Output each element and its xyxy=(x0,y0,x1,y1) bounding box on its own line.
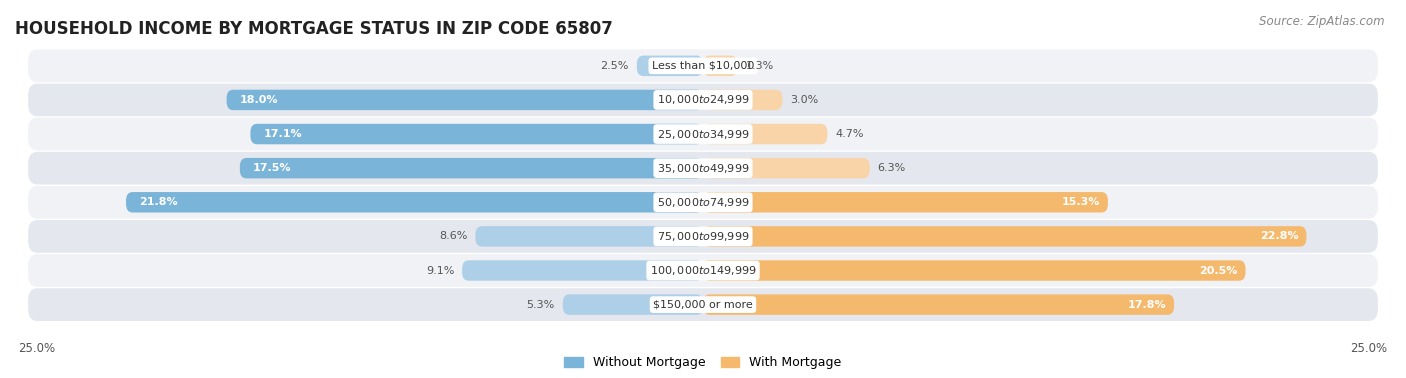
Text: HOUSEHOLD INCOME BY MORTGAGE STATUS IN ZIP CODE 65807: HOUSEHOLD INCOME BY MORTGAGE STATUS IN Z… xyxy=(14,20,613,38)
Text: $35,000 to $49,999: $35,000 to $49,999 xyxy=(657,162,749,175)
Text: $150,000 or more: $150,000 or more xyxy=(654,300,752,310)
FancyBboxPatch shape xyxy=(562,294,703,315)
Legend: Without Mortgage, With Mortgage: Without Mortgage, With Mortgage xyxy=(564,356,842,369)
FancyBboxPatch shape xyxy=(127,192,703,212)
Text: 22.8%: 22.8% xyxy=(1260,231,1299,242)
Text: 25.0%: 25.0% xyxy=(1351,342,1388,355)
Text: 5.3%: 5.3% xyxy=(526,300,555,310)
FancyBboxPatch shape xyxy=(226,90,703,110)
Text: $75,000 to $99,999: $75,000 to $99,999 xyxy=(657,230,749,243)
Text: 1.3%: 1.3% xyxy=(745,61,773,71)
Text: $10,000 to $24,999: $10,000 to $24,999 xyxy=(657,93,749,107)
Text: 9.1%: 9.1% xyxy=(426,265,454,276)
Text: 2.5%: 2.5% xyxy=(600,61,628,71)
FancyBboxPatch shape xyxy=(637,56,703,76)
FancyBboxPatch shape xyxy=(703,294,1174,315)
FancyBboxPatch shape xyxy=(28,186,1378,218)
FancyBboxPatch shape xyxy=(28,152,1378,184)
Text: 20.5%: 20.5% xyxy=(1199,265,1237,276)
FancyBboxPatch shape xyxy=(28,254,1378,287)
Text: 21.8%: 21.8% xyxy=(139,197,179,207)
FancyBboxPatch shape xyxy=(240,158,703,178)
Text: 17.8%: 17.8% xyxy=(1128,300,1166,310)
Text: 25.0%: 25.0% xyxy=(18,342,55,355)
FancyBboxPatch shape xyxy=(28,220,1378,253)
Text: 6.3%: 6.3% xyxy=(877,163,905,173)
FancyBboxPatch shape xyxy=(250,124,703,144)
FancyBboxPatch shape xyxy=(703,124,827,144)
FancyBboxPatch shape xyxy=(703,260,1246,281)
Text: 17.5%: 17.5% xyxy=(253,163,291,173)
FancyBboxPatch shape xyxy=(703,90,782,110)
Text: 15.3%: 15.3% xyxy=(1062,197,1099,207)
FancyBboxPatch shape xyxy=(703,226,1306,246)
FancyBboxPatch shape xyxy=(475,226,703,246)
Text: 4.7%: 4.7% xyxy=(835,129,863,139)
Text: 18.0%: 18.0% xyxy=(240,95,278,105)
FancyBboxPatch shape xyxy=(28,50,1378,82)
FancyBboxPatch shape xyxy=(463,260,703,281)
Text: $100,000 to $149,999: $100,000 to $149,999 xyxy=(650,264,756,277)
FancyBboxPatch shape xyxy=(28,84,1378,116)
FancyBboxPatch shape xyxy=(703,192,1108,212)
Text: 17.1%: 17.1% xyxy=(264,129,302,139)
Text: Source: ZipAtlas.com: Source: ZipAtlas.com xyxy=(1260,15,1385,28)
Text: $50,000 to $74,999: $50,000 to $74,999 xyxy=(657,196,749,209)
FancyBboxPatch shape xyxy=(28,288,1378,321)
FancyBboxPatch shape xyxy=(28,118,1378,150)
Text: 3.0%: 3.0% xyxy=(790,95,818,105)
FancyBboxPatch shape xyxy=(703,56,737,76)
Text: Less than $10,000: Less than $10,000 xyxy=(652,61,754,71)
Text: $25,000 to $34,999: $25,000 to $34,999 xyxy=(657,127,749,141)
Text: 8.6%: 8.6% xyxy=(439,231,467,242)
FancyBboxPatch shape xyxy=(703,158,870,178)
